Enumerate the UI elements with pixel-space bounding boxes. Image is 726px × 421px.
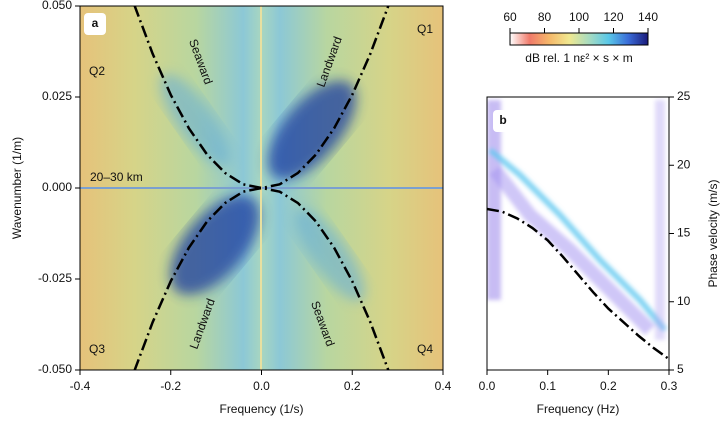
y-tick-label: -0.025 [38, 271, 72, 285]
dispersion-curve [487, 207, 669, 361]
x-tick-label: 0.0 [479, 379, 496, 393]
colorbar-tick-label: 80 [538, 10, 552, 24]
curves [487, 207, 669, 361]
annotation: Q4 [417, 342, 433, 356]
dispersion-curve [133, 186, 390, 370]
panel-label-box [493, 110, 513, 132]
energy-ridge [489, 165, 655, 335]
x-tick-label: 0.1 [539, 379, 556, 393]
y-tick-label: -0.050 [38, 362, 72, 376]
y-axis-label: Wavenumber (1/m) [10, 137, 24, 239]
curves [133, 6, 390, 370]
colorbar-label: dB rel. 1 nε² × s × m [525, 51, 632, 65]
annotation: b [499, 113, 506, 127]
x-tick-label: -0.2 [160, 379, 181, 393]
energy [80, 6, 443, 370]
colorbar-tick-label: 120 [603, 10, 623, 24]
annotation: Q1 [417, 22, 433, 36]
y2-tick-label: 25 [677, 89, 691, 103]
x-tick-label: 0.0 [253, 379, 270, 393]
energy-blob [267, 80, 357, 180]
x-tick-label: 0.2 [600, 379, 617, 393]
annotation: a [92, 16, 99, 30]
y-tick-label: 0.025 [42, 89, 72, 103]
annotation: Q3 [89, 342, 105, 356]
energy [487, 100, 668, 340]
x-axis-label: Frequency (Hz) [537, 402, 620, 416]
energy-patch [655, 100, 665, 340]
y-tick-label: 0.000 [42, 180, 72, 194]
energy-blob [295, 208, 365, 302]
y2-tick-label: 15 [677, 226, 691, 240]
x-tick-label: 0.2 [344, 379, 361, 393]
panel-b [486, 96, 670, 371]
panel-a [79, 5, 444, 371]
energy-ridge [488, 147, 668, 332]
colorbar-tick-label: 100 [569, 10, 589, 24]
y-tick-label: 0.050 [42, 0, 72, 12]
colorbar-tick-label: 140 [638, 10, 658, 24]
y2-tick-label: 5 [677, 362, 684, 376]
annotation: Q2 [89, 64, 105, 78]
y2-axis-label: Phase velocity (m/s) [706, 179, 720, 287]
energy-blob [170, 195, 260, 295]
annotation: 20–30 km [90, 170, 143, 184]
colorbar-tick-label: 60 [503, 10, 517, 24]
dispersion-curve [133, 6, 390, 190]
y2-tick-label: 20 [677, 157, 691, 171]
y2-tick-label: 10 [677, 294, 691, 308]
x-tick-label: -0.4 [70, 379, 91, 393]
x-tick-label: 0.3 [661, 379, 678, 393]
colorbar [509, 32, 649, 46]
x-axis-label: Frequency (1/s) [219, 402, 303, 416]
x-tick-label: 0.4 [435, 379, 452, 393]
energy-blob [160, 73, 230, 167]
panel-label-box [84, 13, 106, 35]
